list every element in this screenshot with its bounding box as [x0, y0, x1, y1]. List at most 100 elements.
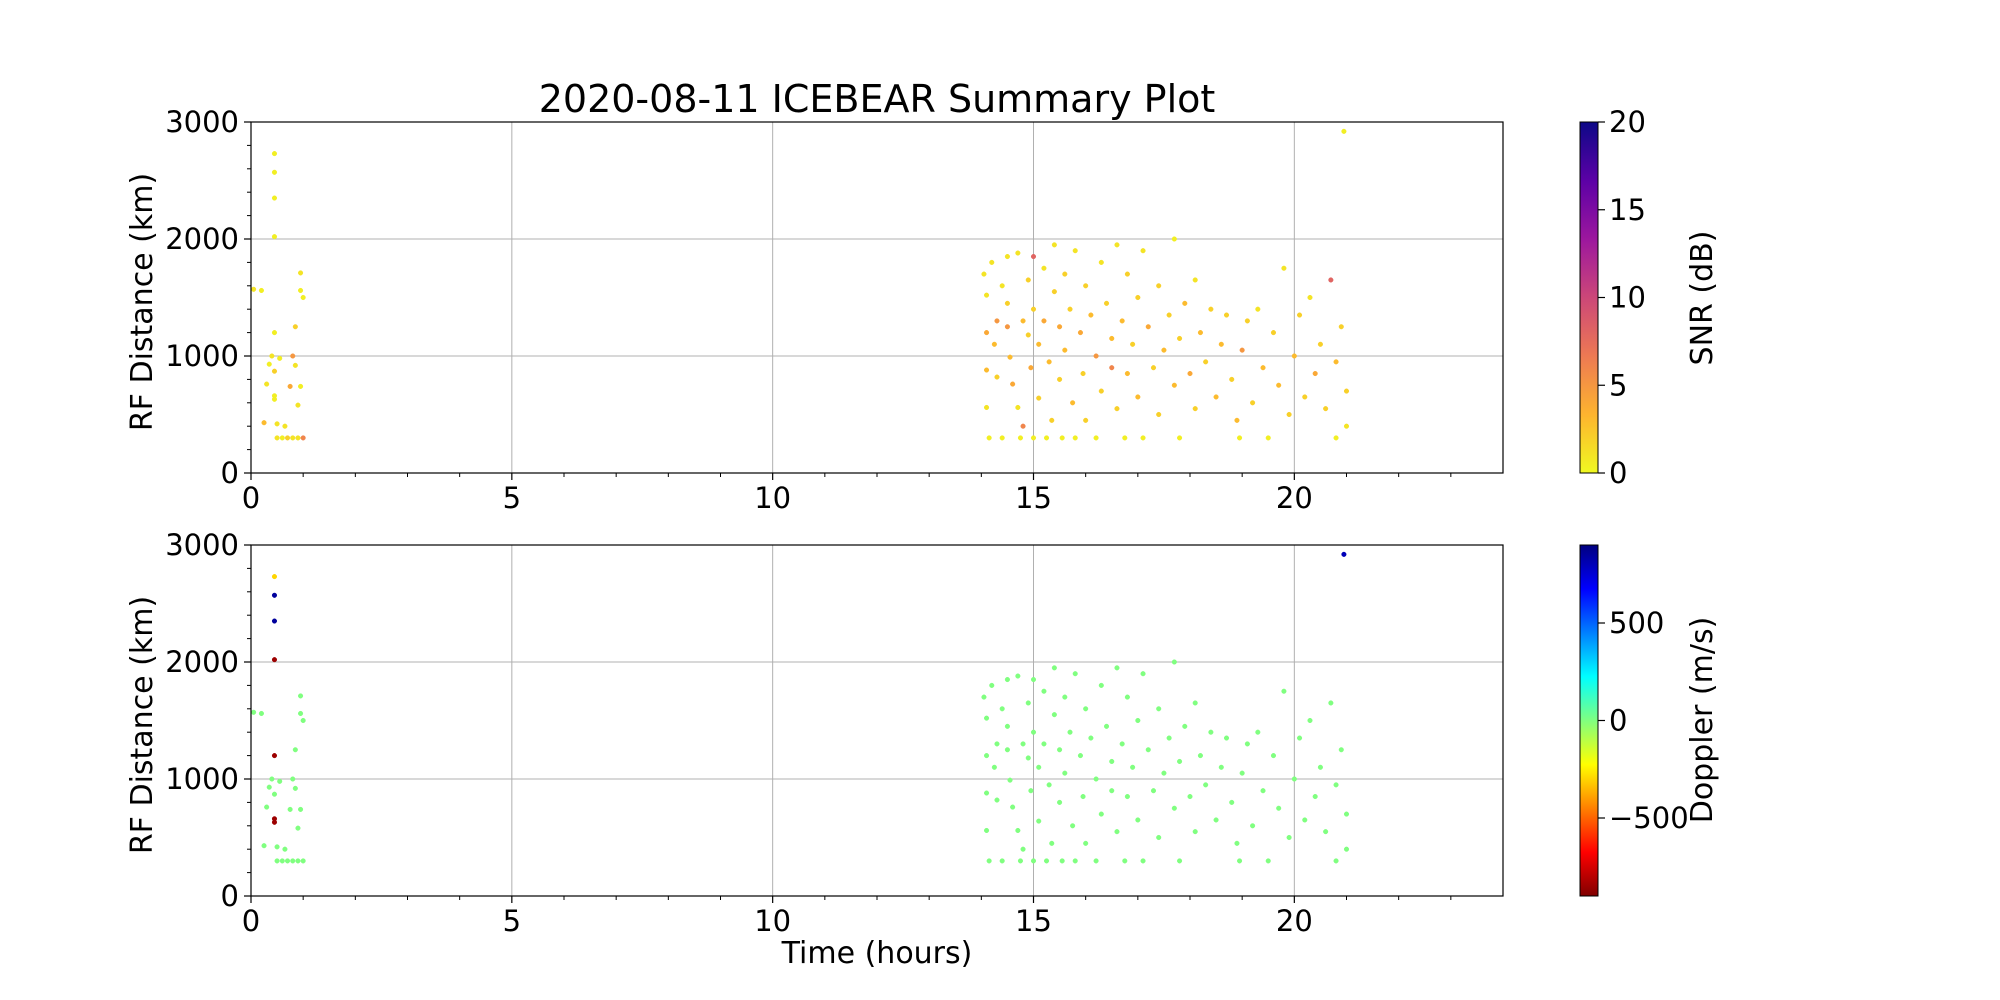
scatter-point: [1062, 770, 1068, 776]
scatter-point: [1041, 688, 1047, 694]
scatter-point: [1041, 265, 1047, 271]
scatter-point: [1130, 764, 1136, 770]
scatter-point: [1043, 858, 1050, 864]
scatter-point: [287, 806, 293, 812]
scatter-point: [264, 381, 270, 387]
colorbar-tick-label: −500: [1609, 801, 1689, 835]
scatter-point: [1156, 834, 1162, 841]
scatter-point: [269, 353, 275, 359]
y-tick-label: 0: [221, 879, 239, 913]
scatter-point: [1317, 341, 1323, 347]
scatter-point: [1260, 365, 1266, 371]
doppler-panel-grid: [251, 545, 1503, 896]
scatter-point: [1020, 741, 1026, 747]
scatter-point: [1062, 271, 1068, 277]
colorbar-tick-label: 0: [1609, 704, 1627, 738]
scatter-point: [1166, 312, 1172, 318]
scatter-point: [1015, 250, 1021, 256]
doppler-panel-ylabel: RF Distance (km): [125, 596, 160, 854]
scatter-point: [1208, 729, 1214, 735]
scatter-point: [271, 396, 278, 402]
doppler-colorbar-gradient: [1579, 544, 1599, 897]
scatter-point: [1276, 382, 1282, 388]
scatter-point: [1213, 817, 1219, 823]
scatter-point: [298, 710, 304, 717]
scatter-point: [1297, 312, 1303, 318]
scatter-point: [292, 324, 298, 330]
scatter-point: [1297, 735, 1303, 741]
scatter-point: [1223, 735, 1230, 741]
chart-title: 2020-08-11 ICEBEAR Summary Plot: [539, 77, 1216, 121]
scatter-point: [1043, 435, 1050, 441]
scatter-point: [1187, 794, 1193, 800]
scatter-point: [282, 423, 288, 429]
scatter-point: [271, 592, 278, 598]
scatter-point: [1083, 840, 1089, 846]
scatter-point: [1036, 341, 1042, 347]
scatter-point: [1302, 817, 1308, 823]
scatter-point: [284, 858, 291, 864]
scatter-point: [282, 846, 288, 852]
x-tick-label: 5: [503, 481, 521, 515]
scatter-point: [1145, 324, 1151, 330]
scatter-point: [999, 283, 1005, 289]
scatter-point: [1025, 700, 1031, 706]
scatter-point: [1140, 248, 1146, 254]
scatter-point: [1307, 294, 1313, 301]
scatter-point: [1244, 318, 1250, 324]
scatter-point: [1192, 700, 1198, 706]
colorbar-tick-label: 5: [1609, 368, 1627, 402]
scatter-point: [300, 435, 306, 441]
scatter-point: [300, 294, 306, 301]
scatter-point: [1260, 788, 1266, 794]
scatter-point: [298, 693, 304, 699]
scatter-point: [1004, 300, 1010, 306]
scatter-point: [271, 330, 278, 336]
scatter-point: [290, 858, 296, 864]
scatter-point: [258, 710, 264, 717]
scatter-point: [1150, 788, 1157, 794]
scatter-point: [1057, 799, 1063, 805]
scatter-point: [1059, 435, 1065, 441]
scatter-point: [1010, 804, 1016, 810]
y-tick-label: 2000: [165, 645, 239, 679]
scatter-point: [1083, 283, 1089, 289]
scatter-point: [300, 717, 306, 724]
scatter-point: [1265, 858, 1271, 864]
scatter-point: [1051, 665, 1057, 671]
scatter-point: [984, 827, 990, 834]
scatter-point: [277, 355, 283, 361]
scatter-point: [1177, 335, 1183, 342]
scatter-point: [1007, 354, 1013, 360]
scatter-point: [981, 271, 987, 277]
scatter-point: [1103, 300, 1110, 306]
scatter-point: [1030, 306, 1037, 312]
scatter-point: [1072, 435, 1078, 441]
scatter-point: [279, 435, 285, 441]
scatter-point: [1080, 371, 1086, 377]
scatter-point: [984, 753, 990, 759]
scatter-point: [1088, 312, 1094, 318]
doppler-colorbar: −500 0 500 Doppler (m/s): [1579, 544, 1720, 897]
scatter-point: [261, 843, 267, 849]
scatter-point: [292, 747, 298, 753]
scatter-point: [1004, 723, 1010, 729]
scatter-point: [274, 844, 280, 850]
y-tick-label: 2000: [165, 222, 239, 256]
scatter-point: [1036, 818, 1042, 824]
scatter-point: [1025, 277, 1031, 283]
snr-panel-points: [251, 128, 1350, 441]
scatter-point: [1237, 858, 1243, 864]
scatter-point: [271, 151, 278, 157]
snr-panel: 2020-08-11 ICEBEAR Summary Plot RF Dista…: [125, 77, 1504, 515]
y-tick-label: 3000: [165, 528, 239, 562]
doppler-panel-xlabel: Time (hours): [781, 936, 973, 971]
scatter-point: [1093, 353, 1099, 359]
scatter-point: [1213, 394, 1219, 400]
scatter-point: [279, 858, 285, 864]
scatter-point: [1343, 811, 1350, 817]
scatter-point: [1135, 294, 1141, 301]
colorbar-tick-label: 20: [1609, 105, 1646, 139]
x-tick-label: 20: [1276, 481, 1313, 515]
